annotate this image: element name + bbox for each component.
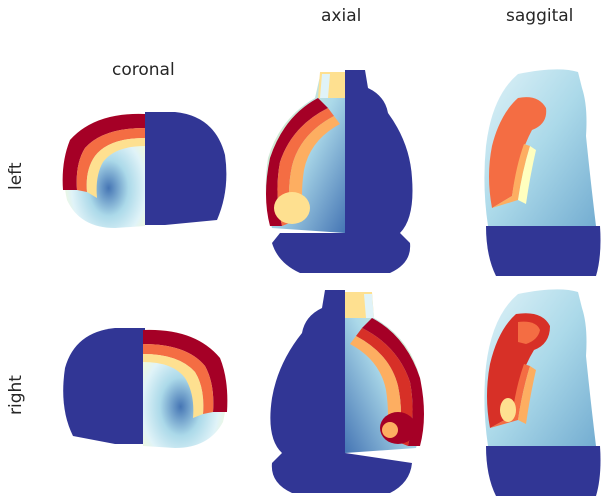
coronal-left-background-hemisphere [145, 112, 227, 225]
column-label-coronal: coronal [112, 60, 175, 80]
coronal-right-background-hemisphere [63, 328, 146, 444]
coronal-left-rim [62, 113, 145, 190]
axial-left-background [272, 70, 413, 273]
axial-right-rim [362, 318, 424, 446]
panel-saggital-left [484, 69, 601, 276]
row-label-right: right [6, 375, 26, 415]
row-label-left: left [6, 162, 26, 190]
saggital-right-highlight [487, 313, 550, 428]
saggital-left-highlight [489, 97, 547, 208]
panel-axial-right [270, 290, 424, 493]
column-label-saggital: saggital [506, 6, 574, 26]
axial-right-background [270, 290, 412, 493]
column-label-axial: axial [321, 6, 362, 26]
saggital-right-background [486, 446, 601, 496]
saggital-left-background [486, 226, 601, 276]
panel-coronal-left [62, 112, 227, 228]
coronal-right-rim [143, 329, 228, 412]
panel-saggital-right [484, 289, 601, 496]
panel-coronal-right [63, 328, 228, 448]
panel-axial-left [265, 70, 413, 273]
axial-left-rim [266, 98, 328, 226]
